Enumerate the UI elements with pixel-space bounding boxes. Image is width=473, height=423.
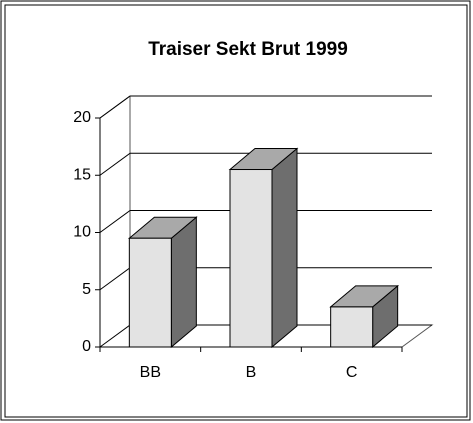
chart-title: Traiser Sekt Brut 1999 xyxy=(148,39,348,60)
y-tick-label: 15 xyxy=(73,166,91,183)
bar xyxy=(229,169,273,348)
bar-side xyxy=(271,147,298,349)
grid-line xyxy=(99,210,131,233)
y-tick-label: 20 xyxy=(73,109,91,126)
y-tick-label: 10 xyxy=(73,224,91,241)
grid-line xyxy=(99,267,131,291)
frame-inner xyxy=(4,4,468,418)
bar xyxy=(330,306,374,348)
x-tick-label: BB xyxy=(140,364,161,381)
y-tick-label: 0 xyxy=(82,338,91,355)
grid-line xyxy=(99,95,131,119)
x-tick-label: B xyxy=(246,364,257,381)
grid-line xyxy=(99,152,131,176)
bar-side xyxy=(170,216,197,349)
y-tick-label: 5 xyxy=(82,281,91,298)
x-tick-label: C xyxy=(346,364,358,381)
bar xyxy=(128,237,172,348)
grid-line xyxy=(99,324,131,348)
